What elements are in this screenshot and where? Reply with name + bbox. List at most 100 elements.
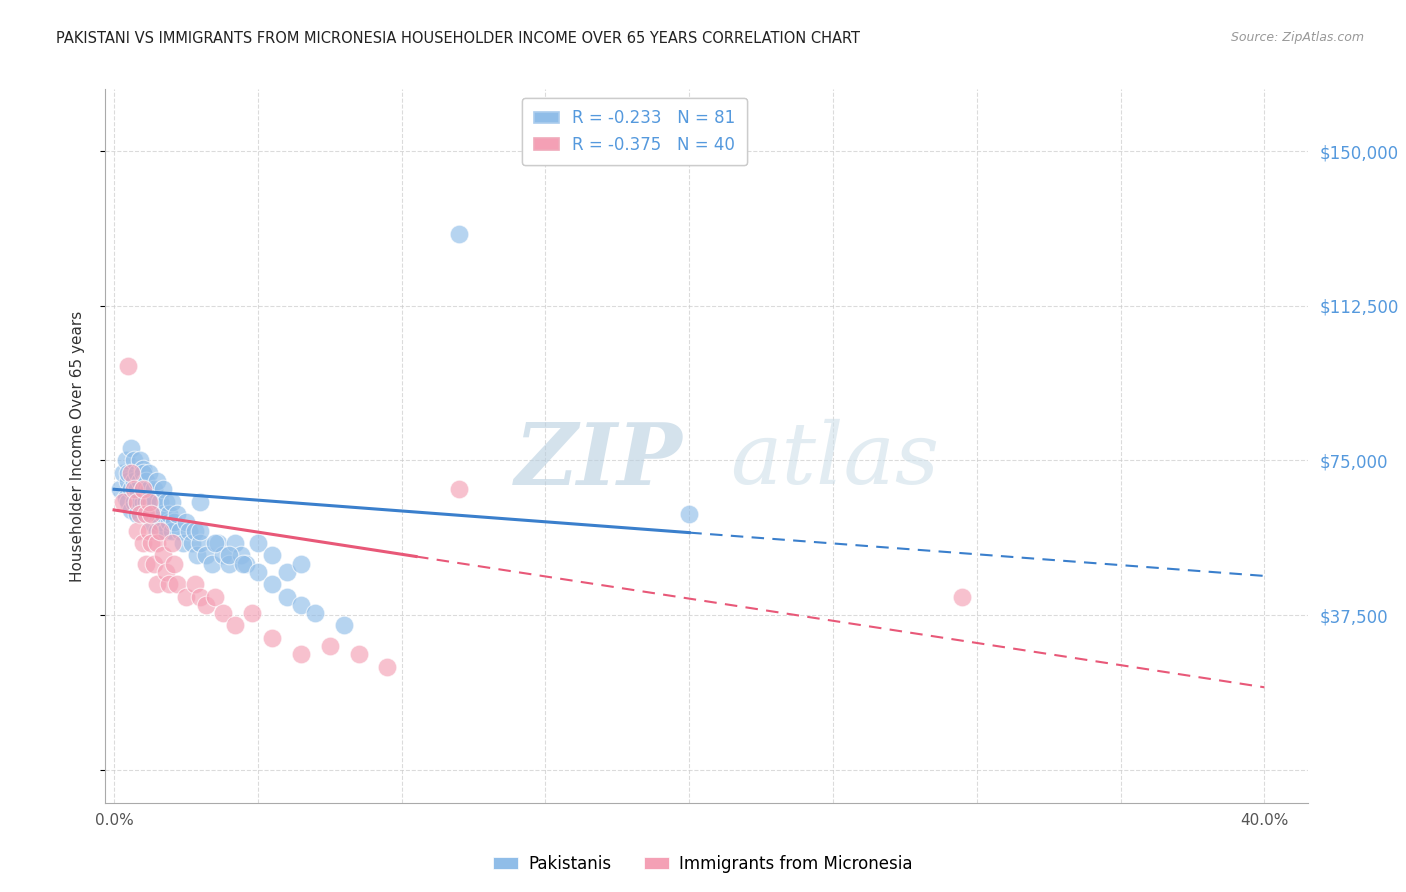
Point [160,494,183,508]
Point [157,507,180,521]
Point [169,524,191,538]
Point [224,536,246,550]
Point [152,507,174,521]
Point [166,507,188,521]
Point [678,507,700,521]
Point [149,516,172,530]
Point [160,524,183,538]
Point [120,466,142,480]
Point [188,524,212,538]
Y-axis label: Householder Income Over 65 years: Householder Income Over 65 years [70,310,84,582]
Point [143,557,166,571]
Point [135,557,157,571]
Point [201,557,224,571]
Point [146,536,169,550]
Point [127,524,149,538]
Point [180,536,202,550]
Point [141,516,163,530]
Point [138,466,160,480]
Point [117,474,139,488]
Point [229,549,252,563]
Point [262,549,284,563]
Point [135,474,157,488]
Point [111,466,134,480]
Point [952,590,974,604]
Point [111,494,134,508]
Point [172,536,194,550]
Point [138,524,160,538]
Point [188,494,212,508]
Point [129,507,152,521]
Point [262,577,284,591]
Point [117,466,139,480]
Point [143,494,166,508]
Point [135,483,157,497]
Point [141,507,163,521]
Point [290,648,312,662]
Point [276,590,298,604]
Point [157,516,180,530]
Point [246,565,269,579]
Point [114,453,136,467]
Point [240,606,263,620]
Point [195,598,218,612]
Point [114,491,136,505]
Point [218,557,240,571]
Point [120,483,142,497]
Point [155,494,177,508]
Point [177,524,200,538]
Point [235,557,257,571]
Point [132,494,155,508]
Point [246,536,269,550]
Point [129,453,152,467]
Point [212,606,235,620]
Point [117,494,139,508]
Point [143,483,166,497]
Point [132,536,155,550]
Point [138,507,160,521]
Point [163,557,186,571]
Point [347,648,370,662]
Point [132,466,155,480]
Point [138,483,160,497]
Point [224,618,246,632]
Point [163,516,186,530]
Point [188,590,212,604]
Point [129,474,152,488]
Point [120,441,142,455]
Point [204,536,226,550]
Point [146,474,169,488]
Point [132,483,155,497]
Point [449,483,471,497]
Point [122,483,145,497]
Point [166,577,188,591]
Text: atlas: atlas [731,419,939,501]
Point [160,536,183,550]
Point [132,483,155,497]
Point [146,577,169,591]
Point [129,494,152,508]
Point [127,494,149,508]
Point [141,536,163,550]
Point [183,577,205,591]
Point [188,536,212,550]
Point [449,227,471,241]
Point [152,549,174,563]
Point [174,590,197,604]
Point [207,536,229,550]
Point [122,494,145,508]
Text: PAKISTANI VS IMMIGRANTS FROM MICRONESIA HOUSEHOLDER INCOME OVER 65 YEARS CORRELA: PAKISTANI VS IMMIGRANTS FROM MICRONESIA … [56,31,860,46]
Point [232,557,254,571]
Point [195,549,218,563]
Point [108,483,131,497]
Point [155,565,177,579]
Point [149,494,172,508]
Point [138,494,160,508]
Point [204,590,226,604]
Point [319,639,342,653]
Point [122,453,145,467]
Point [117,359,139,373]
Point [157,577,180,591]
Point [218,549,240,563]
Point [146,524,169,538]
